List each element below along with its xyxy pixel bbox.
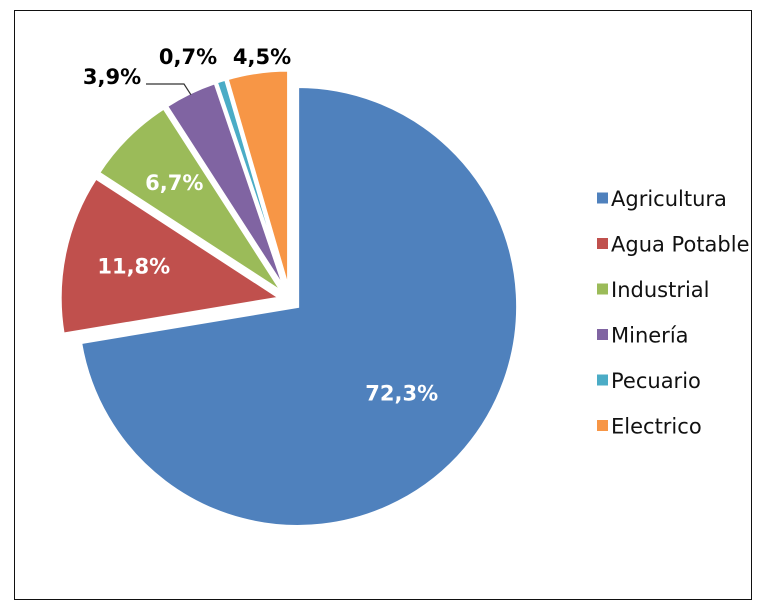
data-label-pecuario: 0,7%: [159, 45, 217, 69]
legend-label-electrico: Electrico: [611, 415, 702, 439]
legend-swatch-mineria: [597, 329, 608, 340]
slice-electrico: [225, 68, 291, 291]
slice-agua-potable: [58, 175, 285, 336]
data-label-agua-potable: 11,8%: [97, 254, 170, 278]
slice-pecuario: [214, 77, 289, 291]
legend-label-pecuario: Pecuario: [611, 369, 701, 393]
data-label-electrico: 4,5%: [233, 45, 291, 69]
legend-swatch-agricultura: [597, 192, 608, 204]
legend-swatch-pecuario: [597, 374, 608, 386]
leader-lines: [146, 83, 192, 95]
pie-chart: 72,3%11,8%6,7%3,9%0,7% 4,5% AgriculturaAg…: [58, 45, 750, 528]
data-label-industrial: 6,7%: [145, 171, 203, 195]
leader-line-mineria: [146, 83, 192, 95]
legend: Agricultura Agua Potable Industrial Minería…: [597, 187, 750, 439]
legend-label-mineria: Minería: [611, 324, 689, 348]
data-label-agricultura: 72,3%: [365, 382, 438, 406]
legend-label-agricultura: Agricultura: [611, 187, 727, 211]
slice-agricultura: [78, 84, 520, 528]
data-labels: 72,3% 11,8% 6,7% 3,9% 0,7% 4,5%: [83, 45, 438, 406]
legend-swatch-electrico: [597, 420, 608, 431]
legend-label-agua-potable: Agua Potable: [611, 233, 750, 257]
legend-swatch-industrial: [597, 283, 608, 295]
legend-swatch-agua-potable: [597, 238, 608, 249]
slice-industrial: [96, 105, 285, 295]
legend-label-industrial: Industrial: [611, 278, 710, 302]
data-label-mineria: 3,9%: [83, 65, 141, 89]
pie-slices: [58, 68, 520, 528]
